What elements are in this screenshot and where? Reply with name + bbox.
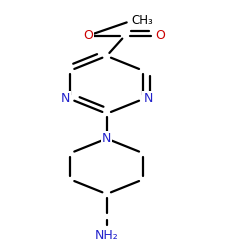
Text: O: O bbox=[84, 29, 93, 42]
Text: N: N bbox=[102, 132, 111, 145]
Text: N: N bbox=[143, 92, 153, 106]
Text: N: N bbox=[60, 92, 70, 106]
Text: CH₃: CH₃ bbox=[131, 14, 153, 28]
Text: NH₂: NH₂ bbox=[95, 229, 118, 242]
Text: O: O bbox=[156, 29, 166, 42]
